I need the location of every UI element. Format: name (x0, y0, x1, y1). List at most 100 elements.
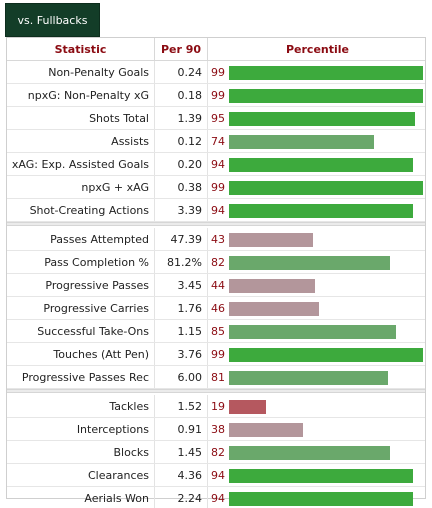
per90-value: 1.15 (155, 320, 208, 342)
percentile-bar (229, 446, 390, 460)
header-percentile[interactable]: Percentile (285, 42, 350, 56)
tab-vs-fullbacks[interactable]: vs. Fullbacks (5, 3, 100, 37)
stat-name: Touches (Att Pen) (7, 343, 155, 365)
percentile-value: 74 (211, 134, 225, 148)
header-statistic[interactable]: Statistic (7, 38, 155, 60)
per90-value: 47.39 (155, 228, 208, 250)
stat-name: Passes Attempted (7, 228, 155, 250)
stat-name: Pass Completion % (7, 251, 155, 273)
stat-name: Clearances (7, 464, 155, 486)
percentile-bar (229, 89, 423, 103)
percentile-value: 94 (211, 203, 225, 217)
table-row: Progressive Passes 3.45 44 (7, 274, 425, 297)
percentile-value: 81 (211, 370, 225, 384)
stat-name: Shots Total (7, 107, 155, 129)
stat-name: Interceptions (7, 418, 155, 440)
table-row: Passes Attempted 47.39 43 (7, 228, 425, 251)
percentile-value: 95 (211, 111, 225, 125)
per90-value: 6.00 (155, 366, 208, 388)
table-row: Shot-Creating Actions 3.39 94 (7, 199, 425, 222)
per90-value: 3.76 (155, 343, 208, 365)
table-row: Interceptions 0.91 38 (7, 418, 425, 441)
percentile-value: 44 (211, 278, 225, 292)
percentile-bar (229, 348, 423, 362)
per90-value: 1.76 (155, 297, 208, 319)
stat-name: Progressive Carries (7, 297, 155, 319)
table-row: Progressive Passes Rec 6.00 81 (7, 366, 425, 389)
stat-name: Assists (7, 130, 155, 152)
table-row: Progressive Carries 1.76 46 (7, 297, 425, 320)
table-row: Tackles 1.52 19 (7, 395, 425, 418)
table-row: Successful Take-Ons 1.15 85 (7, 320, 425, 343)
per90-value: 1.52 (155, 395, 208, 417)
stat-name: Successful Take-Ons (7, 320, 155, 342)
per90-value: 0.91 (155, 418, 208, 440)
tab-label: vs. Fullbacks (17, 13, 88, 27)
percentile-table: Statistic Per 90 Percentile Non-Penalty … (6, 37, 426, 508)
stat-name: Shot-Creating Actions (7, 199, 155, 221)
table-row: Blocks 1.45 82 (7, 441, 425, 464)
percentile-bar (229, 371, 388, 385)
per90-value: 1.39 (155, 107, 208, 129)
stat-name: Tackles (7, 395, 155, 417)
percentile-value: 94 (211, 468, 225, 482)
percentile-bar (229, 325, 396, 339)
percentile-bar (229, 256, 390, 270)
per90-value: 4.36 (155, 464, 208, 486)
table-row: npxG: Non-Penalty xG 0.18 99 (7, 84, 425, 107)
percentile-value: 46 (211, 301, 225, 315)
percentile-bar (229, 66, 423, 80)
percentile-bar (229, 112, 415, 126)
percentile-value: 19 (211, 399, 225, 413)
per90-value: 0.12 (155, 130, 208, 152)
stat-name: Progressive Passes Rec (7, 366, 155, 388)
header-per90[interactable]: Per 90 (155, 38, 208, 60)
stat-name: Non-Penalty Goals (7, 61, 155, 83)
table-row: Assists 0.12 74 (7, 130, 425, 153)
table-row: Pass Completion % 81.2% 82 (7, 251, 425, 274)
stat-name: npxG: Non-Penalty xG (7, 84, 155, 106)
per90-value: 0.18 (155, 84, 208, 106)
percentile-bar (229, 181, 423, 195)
stat-name: Blocks (7, 441, 155, 463)
percentile-value: 99 (211, 88, 225, 102)
percentile-value: 38 (211, 422, 225, 436)
percentile-bar (229, 158, 413, 172)
percentile-value: 43 (211, 232, 225, 246)
percentile-bar (229, 400, 266, 414)
per90-value: 0.20 (155, 153, 208, 175)
table-row: Aerials Won 2.24 94 (7, 487, 425, 508)
table-row: xAG: Exp. Assisted Goals 0.20 94 (7, 153, 425, 176)
percentile-value: 99 (211, 347, 225, 361)
percentile-bar (229, 302, 319, 316)
per90-value: 1.45 (155, 441, 208, 463)
per90-value: 2.24 (155, 487, 208, 508)
percentile-bar (229, 135, 374, 149)
table-row: Touches (Att Pen) 3.76 99 (7, 343, 425, 366)
table-row: npxG + xAG 0.38 99 (7, 176, 425, 199)
stat-name: Progressive Passes (7, 274, 155, 296)
table-header: Statistic Per 90 Percentile (7, 38, 425, 61)
percentile-value: 85 (211, 324, 225, 338)
percentile-bar (229, 233, 313, 247)
percentile-value: 94 (211, 491, 225, 505)
per90-value: 0.38 (155, 176, 208, 198)
per90-value: 3.39 (155, 199, 208, 221)
table-row: Clearances 4.36 94 (7, 464, 425, 487)
group-separator (7, 389, 425, 393)
stat-name: Aerials Won (7, 487, 155, 508)
percentile-bar (229, 492, 413, 506)
percentile-value: 99 (211, 65, 225, 79)
percentile-value: 82 (211, 445, 225, 459)
percentile-value: 94 (211, 157, 225, 171)
table-row: Non-Penalty Goals 0.24 99 (7, 61, 425, 84)
stat-name: npxG + xAG (7, 176, 155, 198)
stat-name: xAG: Exp. Assisted Goals (7, 153, 155, 175)
group-separator (7, 222, 425, 226)
per90-value: 3.45 (155, 274, 208, 296)
percentile-bar (229, 423, 303, 437)
percentile-bar (229, 279, 315, 293)
percentile-bar (229, 204, 413, 218)
per90-value: 81.2% (155, 251, 208, 273)
per90-value: 0.24 (155, 61, 208, 83)
